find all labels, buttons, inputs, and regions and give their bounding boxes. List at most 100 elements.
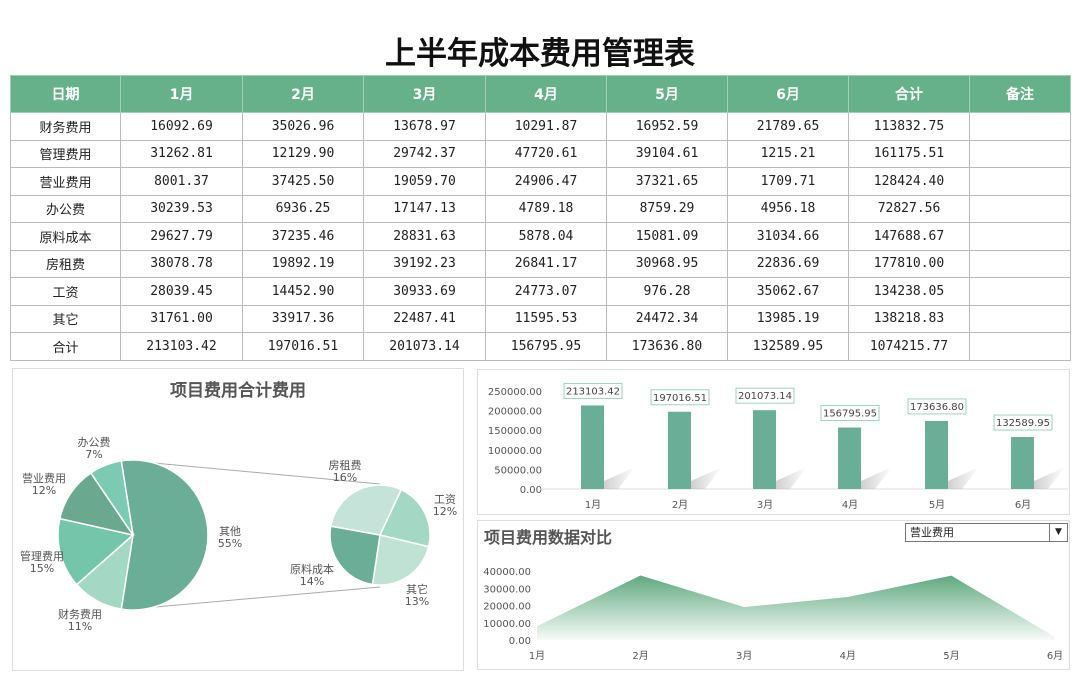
- x-tick-label: 4月: [840, 650, 856, 662]
- table-cell[interactable]: 16952.59: [606, 112, 728, 141]
- table-cell[interactable]: 31034.66: [727, 222, 849, 251]
- x-tick-label: 1月: [529, 650, 545, 662]
- table-cell[interactable]: 1709.71: [727, 167, 849, 196]
- table-cell[interactable]: 10291.87: [485, 112, 607, 141]
- table-cell[interactable]: 13678.97: [363, 112, 486, 141]
- table-cell[interactable]: 8001.37: [120, 167, 243, 196]
- table-cell[interactable]: 39192.23: [363, 249, 486, 278]
- row-label[interactable]: 原料成本: [10, 222, 121, 251]
- table-cell[interactable]: 37321.65: [606, 167, 728, 196]
- slice-pct: 16%: [333, 471, 357, 484]
- table-row: 财务费用 16092.69 35026.96 13678.97 10291.87 1695…: [10, 112, 1071, 141]
- area-title: 项目费用数据对比: [484, 528, 612, 547]
- table-cell[interactable]: 47720.61: [485, 139, 607, 168]
- pie-slice: [57, 517, 135, 586]
- table-cell[interactable]: 37235.46: [242, 222, 364, 251]
- table-cell[interactable]: 132589.95: [727, 332, 849, 361]
- table-cell[interactable]: 213103.42: [120, 332, 243, 361]
- data-label-box: [735, 387, 795, 404]
- table-cell[interactable]: 161175.51: [848, 139, 970, 168]
- connector-line: [121, 586, 381, 611]
- table-cell[interactable]: 19059.70: [363, 167, 486, 196]
- data-label-box: [907, 398, 967, 415]
- table-cell[interactable]: 197016.51: [242, 332, 364, 361]
- table-cell[interactable]: 12129.90: [242, 139, 364, 168]
- pie-slice: [120, 459, 209, 611]
- column-header: 3月: [363, 75, 486, 113]
- table-row: 原料成本 29627.79 37235.46 28831.63 5878.04 15081…: [10, 222, 1071, 251]
- bar: [668, 411, 691, 489]
- table-cell[interactable]: 39104.61: [606, 139, 728, 168]
- table-cell[interactable]: 24472.34: [606, 304, 728, 333]
- table-cell[interactable]: 14452.90: [242, 277, 364, 306]
- y-tick-label: 30000.00: [483, 584, 531, 595]
- category-dropdown[interactable]: 营业费用 ▼: [905, 523, 1068, 542]
- slice-label: 其他: [219, 525, 241, 538]
- table-cell[interactable]: [969, 222, 1071, 251]
- table-cell[interactable]: [969, 167, 1071, 196]
- table-cell[interactable]: 26841.17: [485, 249, 607, 278]
- table-cell[interactable]: 113832.75: [848, 112, 970, 141]
- table-cell[interactable]: 1215.21: [727, 139, 849, 168]
- table-cell[interactable]: 8759.29: [606, 194, 728, 223]
- table-cell[interactable]: 37425.50: [242, 167, 364, 196]
- chevron-down-icon[interactable]: ▼: [1049, 524, 1067, 541]
- data-label-box: [820, 405, 880, 422]
- table-cell[interactable]: 22487.41: [363, 304, 486, 333]
- table-cell[interactable]: 21789.65: [727, 112, 849, 141]
- table-cell[interactable]: 134238.05: [848, 277, 970, 306]
- y-tick-label: 50000.00: [494, 465, 542, 476]
- table-cell[interactable]: 31262.81: [120, 139, 243, 168]
- table-cell[interactable]: 22836.69: [727, 249, 849, 278]
- pie-title: 项目费用合计费用: [170, 380, 306, 401]
- table-cell[interactable]: 16092.69: [120, 112, 243, 141]
- table-cell[interactable]: [969, 194, 1071, 223]
- slice-label: 营业费用: [22, 471, 66, 485]
- table-cell[interactable]: 1074215.77: [848, 332, 970, 361]
- table-cell[interactable]: 29742.37: [363, 139, 486, 168]
- bar-shadow: [948, 467, 979, 489]
- data-label: 156795.95: [823, 409, 877, 420]
- table-cell[interactable]: 5878.04: [485, 222, 607, 251]
- table-cell[interactable]: [969, 112, 1071, 141]
- table-cell[interactable]: [969, 139, 1071, 168]
- row-label[interactable]: 办公费: [10, 194, 121, 223]
- table-row: 办公费 30239.53 6936.25 17147.13 4789.18 8759.29…: [10, 194, 1071, 223]
- y-tick-label: 100000.00: [488, 446, 542, 457]
- table-cell[interactable]: 6936.25: [242, 194, 364, 223]
- row-label[interactable]: 财务费用: [10, 112, 121, 141]
- y-tick-label: 200000.00: [488, 407, 542, 418]
- table-cell[interactable]: 201073.14: [363, 332, 486, 361]
- table-cell[interactable]: 35062.67: [727, 277, 849, 306]
- slice-pct: 14%: [300, 575, 324, 588]
- table-cell[interactable]: 30239.53: [120, 194, 243, 223]
- table-cell[interactable]: 4789.18: [485, 194, 607, 223]
- table-cell[interactable]: 28831.63: [363, 222, 486, 251]
- secondary-pie-slice: [371, 534, 430, 586]
- table-cell[interactable]: 15081.09: [606, 222, 728, 251]
- table-cell[interactable]: 35026.96: [242, 112, 364, 141]
- table-cell[interactable]: 30968.95: [606, 249, 728, 278]
- column-header: 1月: [120, 75, 243, 113]
- table-cell[interactable]: 147688.67: [848, 222, 970, 251]
- y-tick-label: 250000.00: [488, 387, 542, 398]
- table-cell[interactable]: 11595.53: [485, 304, 607, 333]
- table-cell[interactable]: 976.28: [606, 277, 728, 306]
- y-tick-label: 20000.00: [483, 602, 531, 613]
- y-tick-label: 10000.00: [483, 619, 531, 630]
- slice-label: 房租费: [329, 459, 362, 472]
- dropdown-value: 营业费用: [910, 526, 954, 539]
- row-label[interactable]: 合计: [10, 332, 121, 361]
- table-cell[interactable]: 177810.00: [848, 249, 970, 278]
- row-label[interactable]: 营业费用: [10, 167, 121, 196]
- data-label-box: [563, 382, 623, 399]
- row-label[interactable]: 其它: [10, 304, 121, 333]
- table-cell[interactable]: 17147.13: [363, 194, 486, 223]
- table-cell[interactable]: 156795.95: [485, 332, 607, 361]
- table-cell[interactable]: 128424.40: [848, 167, 970, 196]
- row-label[interactable]: 管理费用: [10, 139, 121, 168]
- table-cell[interactable]: 29627.79: [120, 222, 243, 251]
- bar: [1011, 437, 1034, 489]
- table-cell[interactable]: [969, 332, 1071, 361]
- table-cell[interactable]: 72827.56: [848, 194, 970, 223]
